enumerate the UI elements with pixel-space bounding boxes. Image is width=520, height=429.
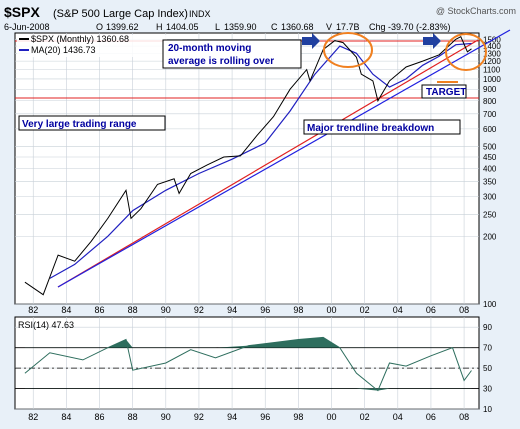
main-y-tick-label: 900 xyxy=(483,85,497,94)
main-x-tick-label: 02 xyxy=(360,305,370,315)
main-x-tick-label: 84 xyxy=(61,305,71,315)
rsi-x-tick-label: 88 xyxy=(128,412,138,422)
main-y-tick-label: 1200 xyxy=(483,57,501,66)
main-y-tick-label: 500 xyxy=(483,143,497,152)
rsi-x-tick-label: 00 xyxy=(327,412,337,422)
top-2007-circle xyxy=(445,33,487,71)
rsi-x-tick-label: 04 xyxy=(393,412,403,422)
rsi-x-tick-label: 82 xyxy=(28,412,38,422)
main-x-tick-label: 88 xyxy=(128,305,138,315)
main-y-tick-label: 300 xyxy=(483,193,497,202)
main-y-tick-label: 1400 xyxy=(483,42,501,51)
close-value: 1360.68 xyxy=(281,22,314,32)
main-y-tick-label: 800 xyxy=(483,97,497,106)
range-note-box xyxy=(18,115,166,131)
arrow-right-icon-2 xyxy=(423,33,441,49)
rsi-y-tick-label: 30 xyxy=(483,385,492,394)
rsi-x-tick-label: 86 xyxy=(95,412,105,422)
main-x-tick-label: 90 xyxy=(161,305,171,315)
rsi-y-tick-label: 50 xyxy=(483,364,492,373)
legend-bg xyxy=(17,35,167,57)
main-y-tick-label: 100 xyxy=(483,300,497,309)
symbol-label: $SPX xyxy=(4,4,40,20)
rsi-y-tick-label: 70 xyxy=(483,344,492,353)
main-x-tick-label: 94 xyxy=(227,305,237,315)
open-label: O xyxy=(96,22,103,32)
price-series-line xyxy=(24,36,472,296)
ma-note-line1: 20-month moving xyxy=(168,43,251,54)
rsi-y-axis: 10 30 50 70 90 xyxy=(483,323,492,414)
range-note: Very large trading range xyxy=(22,119,137,130)
legend-price: $SPX (Monthly) 1360.68 xyxy=(31,34,129,44)
rsi-series-line xyxy=(24,336,472,392)
rsi-oversold-fill xyxy=(24,388,472,391)
main-y-tick-label: 1300 xyxy=(483,49,501,58)
main-x-tick-label: 86 xyxy=(95,305,105,315)
ma-note-line2: average is rolling over xyxy=(168,56,274,67)
trend-note-box xyxy=(303,119,461,135)
volume-label: V xyxy=(326,22,332,32)
red-trendline xyxy=(57,39,479,288)
main-x-tick-label: 08 xyxy=(459,305,469,315)
main-x-tick-label: 98 xyxy=(293,305,303,315)
main-x-axis: 82 84 86 88 90 92 94 96 98 00 02 04 06 08 xyxy=(28,305,469,315)
main-x-tick-label: 82 xyxy=(28,305,38,315)
exchange-label: INDX xyxy=(189,9,211,19)
trend-note: Major trendline breakdown xyxy=(307,123,434,134)
main-x-tick-label: 96 xyxy=(260,305,270,315)
low-label: L xyxy=(215,22,220,32)
ma-series-line xyxy=(49,42,472,279)
target-label: TARGET xyxy=(426,87,466,98)
main-y-tick-label: 200 xyxy=(483,232,497,241)
rsi-x-tick-label: 92 xyxy=(194,412,204,422)
close-label: C xyxy=(271,22,278,32)
main-y-tick-label: 600 xyxy=(483,125,497,134)
rsi-x-tick-label: 98 xyxy=(293,412,303,422)
rsi-x-tick-label: 08 xyxy=(459,412,469,422)
open-value: 1399.62 xyxy=(106,22,139,32)
rsi-x-tick-label: 96 xyxy=(260,412,270,422)
date-label: 6-Jun-2008 xyxy=(4,22,50,32)
blue-trendline xyxy=(57,29,511,288)
main-y-tick-label: 350 xyxy=(483,178,497,187)
main-y-tick-label: 250 xyxy=(483,210,497,219)
main-y-tick-label: 400 xyxy=(483,165,497,174)
main-x-tick-label: 92 xyxy=(194,305,204,315)
rsi-x-tick-label: 06 xyxy=(426,412,436,422)
rsi-plot-area xyxy=(14,316,480,410)
rsi-x-tick-label: 90 xyxy=(161,412,171,422)
high-value: 1404.05 xyxy=(166,22,199,32)
target-box xyxy=(421,84,467,99)
rsi-x-tick-label: 94 xyxy=(227,412,237,422)
chg-label: Chg xyxy=(369,22,386,32)
rsi-x-tick-label: 02 xyxy=(360,412,370,422)
main-y-tick-label: 450 xyxy=(483,153,497,162)
index-name: (S&P 500 Large Cap Index) xyxy=(53,8,188,20)
arrow-right-icon xyxy=(302,33,320,49)
rsi-y-tick-label: 10 xyxy=(483,405,492,414)
watermark: @ StockCharts.com xyxy=(436,6,516,16)
high-label: H xyxy=(156,22,163,32)
main-y-tick-label: 1100 xyxy=(483,66,501,75)
rsi-x-tick-label: 84 xyxy=(61,412,71,422)
low-value: 1359.90 xyxy=(224,22,257,32)
main-y-tick-label: 1000 xyxy=(483,75,501,84)
rsi-x-axis: 82 84 86 88 90 92 94 96 98 00 02 04 06 08 xyxy=(28,412,469,422)
main-x-tick-label: 04 xyxy=(393,305,403,315)
main-y-tick-label: 700 xyxy=(483,110,497,119)
chg-value: -39.70 (-2.83%) xyxy=(388,22,451,32)
legend-ma: MA(20) 1436.73 xyxy=(31,45,96,55)
main-x-tick-label: 06 xyxy=(426,305,436,315)
main-x-tick-label: 00 xyxy=(327,305,337,315)
top-2000-circle xyxy=(323,32,373,68)
ma-note-box xyxy=(162,39,302,69)
volume-value: 17.7B xyxy=(336,22,360,32)
rsi-label: RSI(14) 47.63 xyxy=(18,320,74,330)
rsi-y-tick-label: 90 xyxy=(483,323,492,332)
